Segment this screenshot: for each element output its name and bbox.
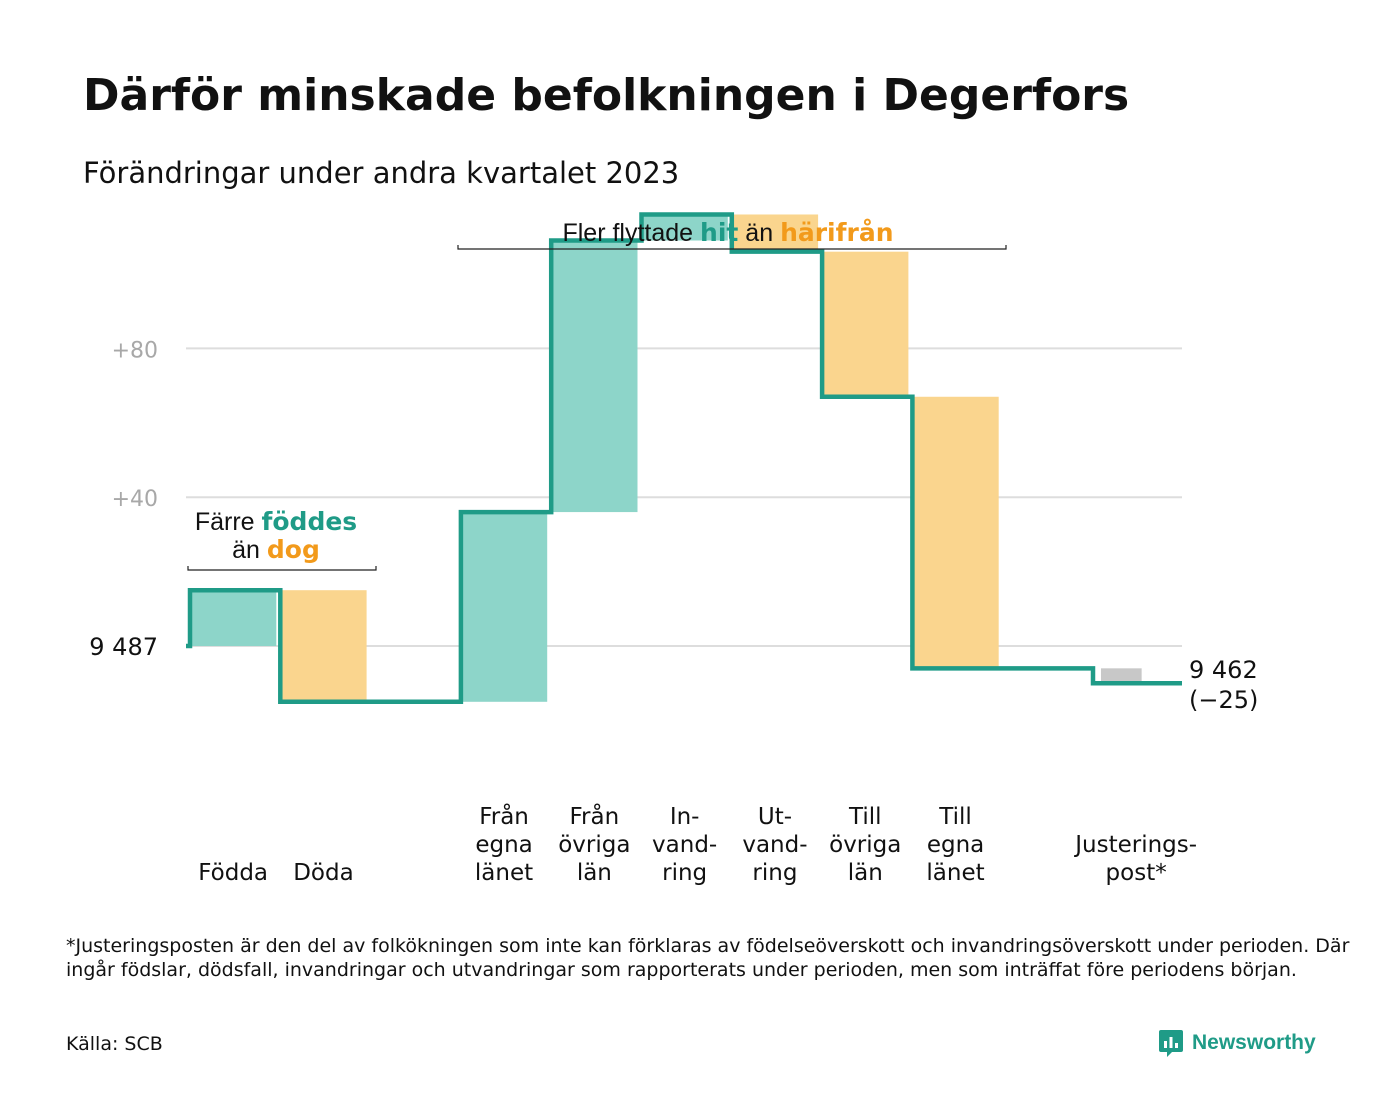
footnote: *Justeringsposten är den del av folkökni… [66, 935, 1350, 981]
end-value-label: 9 462 [1189, 656, 1258, 684]
annotation-part: hit [700, 218, 738, 247]
category-label: län [848, 860, 883, 886]
category-label: Födda [198, 860, 268, 886]
category-label: egna [927, 832, 984, 858]
category-label: Justerings- [1073, 832, 1197, 858]
cumulative-step-line [186, 212, 1182, 705]
annotation-part: än [232, 536, 267, 564]
category-label: länet [926, 860, 984, 886]
bar-justeringspost- [1101, 668, 1142, 684]
end-change-label: (−25) [1189, 686, 1258, 714]
category-label: egna [475, 832, 532, 858]
annotation-births-deaths-line2: än dog [232, 535, 320, 564]
bracket-births-deaths [187, 566, 377, 571]
category-label: övriga [558, 832, 630, 858]
annotation-part: härifrån [780, 218, 893, 247]
category-label: län [577, 860, 612, 886]
category-label: vand- [742, 832, 807, 858]
annotation-part: dog [267, 535, 320, 564]
annotation-migration: Fler flyttade hit än härifrån [562, 218, 893, 247]
bar-invandring [641, 214, 728, 241]
bar-födda [190, 590, 277, 646]
annotation-part: Färre [195, 508, 262, 536]
bracket-migration [457, 245, 1007, 250]
brand-name: Newsworthy [1192, 1031, 1316, 1054]
chart-subtitle: Förändringar under andra kvartalet 2023 [83, 156, 680, 190]
annotation-births-deaths: Färre föddes [195, 507, 357, 536]
bar-döda [280, 590, 367, 702]
category-label: ring [662, 860, 707, 886]
category-label: ring [752, 860, 797, 886]
bar-till-egna-länet [912, 396, 999, 669]
category-label: In- [670, 804, 700, 830]
source-note: Källa: SCB [66, 1033, 163, 1055]
category-label: Ut- [758, 804, 792, 830]
bar-från-egna-länet [460, 512, 548, 702]
category-label: länet [475, 860, 533, 886]
start-value-label: 9 487 [89, 633, 158, 661]
category-label: övriga [829, 832, 901, 858]
y-tick-label: +80 [112, 338, 158, 363]
annotation-part: än [738, 219, 780, 247]
chart-title: Därför minskade befolkningen i Degerfors [83, 70, 1130, 121]
newsworthy-logo-icon [1159, 1030, 1183, 1057]
y-tick-label: +40 [112, 487, 158, 512]
bar-till-övriga-län [822, 251, 909, 397]
category-label: vand- [652, 832, 717, 858]
category-label: Från [479, 802, 529, 830]
bar-från-övriga-län [551, 240, 638, 513]
category-label: Döda [293, 860, 353, 886]
category-label: Till [848, 804, 882, 830]
brand-logo[interactable]: Newsworthy [1158, 1028, 1316, 1058]
annotation-part: föddes [262, 507, 358, 536]
category-label: post* [1106, 860, 1167, 886]
category-label: Från [570, 802, 620, 830]
annotation-part: Fler flyttade [562, 219, 700, 247]
bar-utvandring [731, 214, 819, 252]
category-label: Till [938, 804, 972, 830]
